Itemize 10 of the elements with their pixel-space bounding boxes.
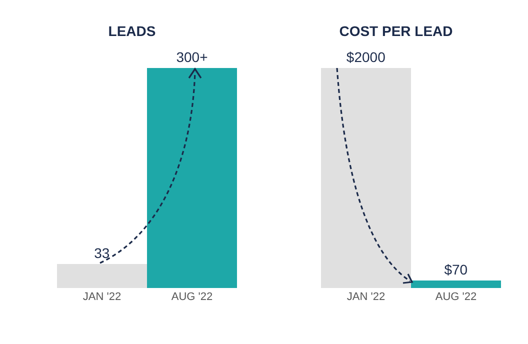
chart-title: LEADS xyxy=(108,22,156,39)
x-tick-label: JAN '22 xyxy=(82,291,122,303)
data-label: $70 xyxy=(444,261,468,278)
data-label: 300+ xyxy=(176,49,208,65)
x-tick-label: JAN '22 xyxy=(346,291,386,303)
x-tick-label: AUG '22 xyxy=(435,291,477,303)
data-label: 33 xyxy=(94,244,110,261)
chart-title: COST PER LEAD xyxy=(339,22,453,39)
data-label: $2000 xyxy=(346,49,386,65)
x-tick-label: AUG '22 xyxy=(171,291,213,303)
